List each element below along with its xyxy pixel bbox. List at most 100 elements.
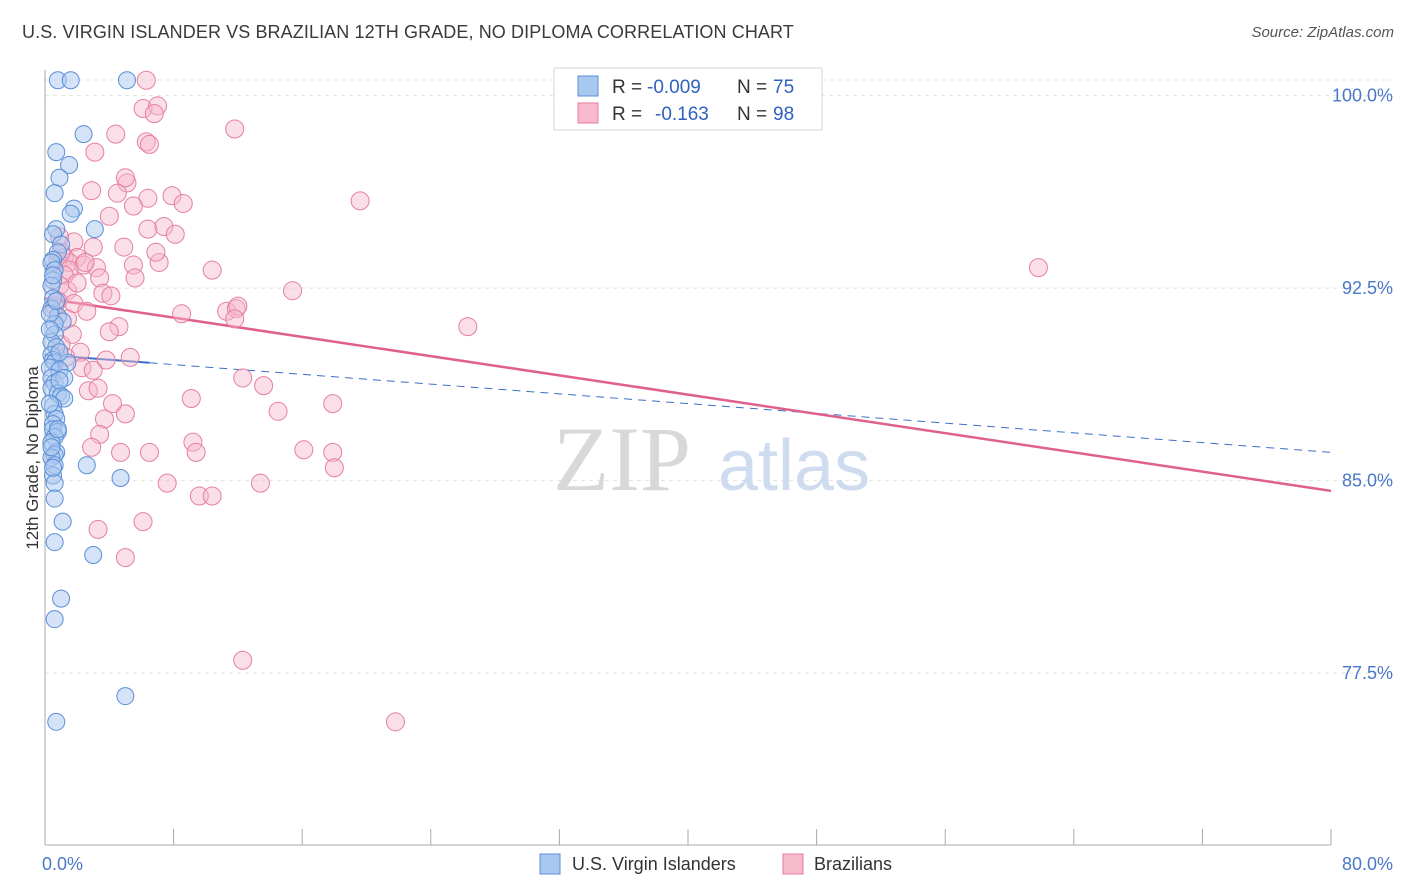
data-point-brazilian	[83, 237, 103, 257]
trend-line-brazilians	[44, 297, 1332, 493]
data-point-virgin-islander	[42, 438, 61, 457]
data-point-brazilian	[133, 512, 153, 532]
data-point-brazilian	[186, 442, 206, 462]
data-point-brazilian	[96, 350, 116, 370]
data-point-brazilian	[114, 237, 134, 257]
data-point-brazilian	[233, 368, 253, 388]
data-point-brazilian	[88, 378, 108, 398]
data-point-brazilian	[133, 98, 153, 118]
series-legend: U.S. Virgin Islanders Brazilians	[539, 853, 892, 875]
data-point-virgin-islander	[74, 125, 93, 144]
data-point-brazilian	[106, 124, 126, 144]
data-point-brazilian	[111, 442, 131, 462]
data-point-brazilian	[125, 268, 145, 288]
data-point-brazilian	[70, 342, 90, 362]
data-point-brazilian	[75, 252, 95, 272]
data-point-brazilian	[1028, 258, 1048, 278]
correlation-legend: R = -0.009 N = 75 R = -0.163 N = 98	[553, 67, 823, 131]
data-point-brazilian	[115, 404, 135, 424]
series-legend-label-blue: U.S. Virgin Islanders	[572, 854, 736, 874]
y-tick-label-3: 77.5%	[1342, 663, 1393, 683]
data-point-brazilian	[83, 360, 103, 380]
data-point-brazilian	[225, 309, 245, 329]
y-axis-label: 12th Grade, No Diploma	[23, 366, 42, 550]
data-point-virgin-islander	[85, 220, 104, 239]
virgin-islanders-points	[40, 71, 136, 731]
data-point-brazilian	[136, 132, 156, 152]
series-legend-label-pink: Brazilians	[814, 854, 892, 874]
data-point-brazilian	[268, 401, 288, 421]
data-point-brazilian	[67, 273, 87, 293]
legend-n-label-2: N =	[737, 104, 767, 125]
data-point-virgin-islander	[47, 291, 66, 310]
data-point-brazilian	[77, 301, 97, 321]
data-point-virgin-islander	[77, 456, 96, 475]
data-point-brazilian	[139, 134, 159, 154]
y-tick-label-1: 92.5%	[1342, 278, 1393, 298]
legend-r-value-2: -0.163	[655, 104, 709, 125]
data-point-brazilian	[283, 281, 303, 301]
data-point-virgin-islander	[44, 458, 63, 477]
legend-r-value-1: -0.009	[647, 77, 701, 98]
data-point-brazilian	[120, 347, 140, 367]
data-point-brazilian	[82, 181, 102, 201]
y-tick-label-0: 100.0%	[1332, 86, 1393, 106]
watermark-zip: ZIP	[553, 408, 691, 510]
data-point-brazilian	[181, 388, 201, 408]
data-point-brazilian	[165, 224, 185, 244]
legend-n-value-1: 75	[773, 77, 794, 98]
data-point-brazilian	[144, 104, 164, 124]
source-label: Source: ZipAtlas.com	[1251, 24, 1394, 41]
data-point-virgin-islander	[40, 394, 59, 413]
legend-r-label-2: R =	[612, 104, 642, 125]
data-point-brazilian	[233, 650, 253, 670]
data-point-brazilian	[172, 304, 192, 324]
data-point-virgin-islander	[116, 687, 135, 706]
data-point-virgin-islander	[44, 266, 63, 285]
series-legend-swatch-pink	[782, 853, 804, 875]
data-point-virgin-islander	[117, 71, 136, 90]
data-point-virgin-islander	[50, 371, 69, 390]
data-point-brazilian	[225, 119, 245, 139]
data-point-brazilian	[149, 252, 169, 272]
data-point-virgin-islander	[61, 204, 80, 223]
data-point-brazilian	[115, 548, 135, 568]
series-legend-swatch-blue	[539, 853, 561, 875]
legend-swatch-blue	[577, 75, 599, 97]
data-point-virgin-islander	[84, 546, 103, 565]
data-point-brazilian	[323, 394, 343, 414]
data-point-brazilian	[94, 409, 114, 429]
data-point-brazilian	[82, 437, 102, 457]
data-point-brazilian	[123, 196, 143, 216]
data-point-virgin-islander	[61, 71, 80, 90]
data-point-brazilian	[350, 191, 370, 211]
data-point-brazilian	[93, 283, 113, 303]
legend-swatch-pink	[577, 102, 599, 124]
data-point-brazilian	[146, 242, 166, 262]
watermark-atlas: atlas	[718, 426, 870, 506]
data-point-virgin-islander	[40, 320, 59, 339]
data-point-brazilian	[385, 712, 405, 732]
data-point-virgin-islander	[45, 533, 64, 552]
data-point-brazilian	[90, 268, 110, 288]
data-point-virgin-islander	[45, 184, 64, 203]
legend-box	[553, 67, 823, 131]
legend-n-label-1: N =	[737, 77, 767, 98]
data-point-brazilian	[115, 168, 135, 188]
x-tick-label-1: 80.0%	[1342, 854, 1393, 874]
data-point-brazilian	[458, 317, 478, 337]
data-point-virgin-islander	[53, 512, 72, 531]
data-point-brazilian	[107, 183, 127, 203]
data-point-virgin-islander	[45, 474, 64, 493]
data-point-brazilian	[324, 458, 344, 478]
legend-n-value-2: 98	[773, 104, 794, 125]
data-point-brazilian	[101, 286, 121, 306]
data-point-virgin-islander	[52, 589, 71, 608]
data-point-brazilian	[323, 442, 343, 462]
data-point-brazilian	[148, 96, 168, 116]
data-point-brazilian	[136, 70, 156, 90]
data-point-virgin-islander	[111, 469, 130, 488]
data-point-brazilian	[99, 322, 119, 342]
data-point-virgin-islander	[50, 343, 69, 362]
